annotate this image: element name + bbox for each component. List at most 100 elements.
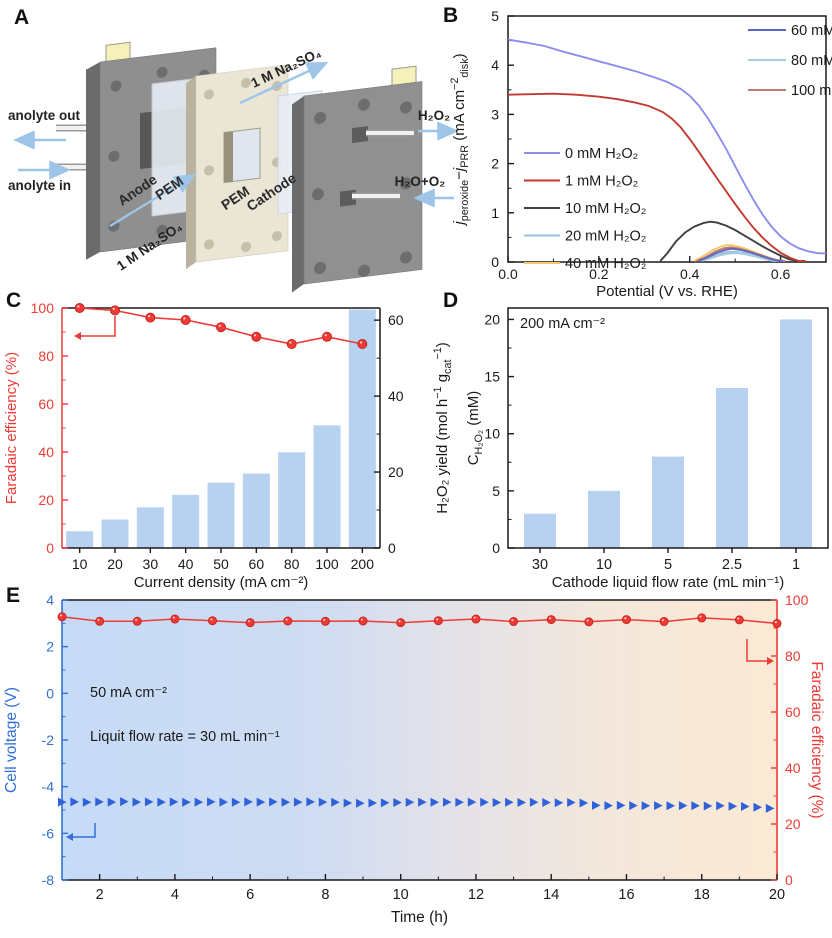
svg-text:200 mA cm⁻²: 200 mA cm⁻² bbox=[520, 316, 605, 332]
svg-text:4: 4 bbox=[171, 887, 179, 903]
svg-text:40: 40 bbox=[38, 444, 54, 460]
svg-text:0: 0 bbox=[492, 540, 500, 556]
svg-text:80: 80 bbox=[785, 648, 801, 664]
cathode-tubes bbox=[352, 129, 414, 200]
svg-text:15: 15 bbox=[484, 369, 500, 385]
faradaic-efficiency-line bbox=[74, 303, 368, 349]
cell-voltage-series bbox=[58, 797, 775, 813]
svg-text:8: 8 bbox=[321, 887, 329, 903]
svg-text:200: 200 bbox=[351, 556, 375, 572]
svg-text:0: 0 bbox=[491, 254, 499, 270]
svg-text:50: 50 bbox=[213, 556, 229, 572]
svg-text:5: 5 bbox=[664, 557, 672, 573]
svg-text:3: 3 bbox=[491, 106, 499, 122]
svg-text:-8: -8 bbox=[42, 872, 55, 888]
svg-text:0: 0 bbox=[388, 540, 396, 556]
svg-text:0: 0 bbox=[785, 872, 793, 888]
na2so4-bottom-arrow bbox=[109, 173, 197, 228]
panel-label-d: D bbox=[443, 289, 459, 312]
panel-b-chart: 0 1 2 3 4 5 0.0 0.2 0.4 0.6 Potential (V vs. RHE) j… bbox=[449, 8, 832, 300]
svg-text:Potential (V vs. RHE): Potential (V vs. RHE) bbox=[596, 283, 738, 300]
svg-text:30: 30 bbox=[143, 556, 159, 572]
left-axis-pointer-arrow bbox=[66, 823, 96, 841]
svg-text:10: 10 bbox=[72, 556, 88, 572]
svg-text:-2: -2 bbox=[42, 732, 55, 748]
panel-d-chart: 0 5 10 15 20 30 10 5 2.5 1 Cathode liquid flow rat… bbox=[465, 307, 829, 591]
svg-text:60: 60 bbox=[785, 704, 801, 720]
svg-text:20: 20 bbox=[38, 492, 54, 508]
panel-label-b: B bbox=[443, 4, 459, 27]
left-axis-pointer-arrow bbox=[74, 316, 116, 340]
svg-text:0.4: 0.4 bbox=[680, 266, 700, 282]
svg-text:CH₂O₂ (mM): CH₂O₂ (mM) bbox=[465, 391, 485, 466]
svg-text:1: 1 bbox=[491, 205, 499, 221]
svg-text:100: 100 bbox=[31, 300, 55, 316]
panel-a-flow-cell-diagram: anolyte out anolyte in 1 M Na₂SO₄ 1 M Na… bbox=[8, 41, 459, 293]
h2o-o2-label: H₂O+O₂ bbox=[395, 174, 446, 189]
svg-text:20: 20 bbox=[107, 556, 123, 572]
svg-text:30: 30 bbox=[532, 557, 548, 573]
svg-text:Cathode liquid flow rate (mL m: Cathode liquid flow rate (mL min⁻¹) bbox=[552, 574, 784, 591]
svg-text:2: 2 bbox=[491, 156, 499, 172]
svg-text:18: 18 bbox=[694, 887, 710, 903]
svg-text:6: 6 bbox=[246, 887, 254, 903]
svg-text:1: 1 bbox=[792, 557, 800, 573]
svg-text:Current density (mA cm⁻²): Current density (mA cm⁻²) bbox=[134, 574, 309, 591]
svg-text:2: 2 bbox=[46, 639, 54, 655]
svg-text:10: 10 bbox=[393, 887, 409, 903]
svg-text:80 mM H₂O₂: 80 mM H₂O₂ bbox=[791, 53, 832, 69]
outlet-port bbox=[352, 126, 368, 144]
panel-label-c: C bbox=[6, 289, 22, 312]
plot-d: 0 5 10 15 20 30 10 5 2.5 1 Cathode liquid flow rat… bbox=[465, 307, 829, 591]
svg-text:20: 20 bbox=[769, 887, 785, 903]
faradaic-efficiency-series bbox=[57, 612, 782, 629]
svg-text:80: 80 bbox=[284, 556, 300, 572]
right-axis-pointer-arrow bbox=[746, 639, 774, 665]
svg-text:10: 10 bbox=[596, 557, 612, 573]
svg-text:60: 60 bbox=[38, 396, 54, 412]
svg-text:40: 40 bbox=[785, 760, 801, 776]
svg-text:5: 5 bbox=[491, 8, 499, 24]
svg-text:80: 80 bbox=[38, 348, 54, 364]
svg-text:2: 2 bbox=[96, 887, 104, 903]
svg-text:Faradaic efficiency (%): Faradaic efficiency (%) bbox=[3, 352, 20, 504]
anolyte-out-label: anolyte out bbox=[8, 108, 81, 123]
svg-text:0.0: 0.0 bbox=[498, 266, 518, 282]
svg-text:40: 40 bbox=[388, 388, 404, 404]
svg-text:40 mM H₂O₂: 40 mM H₂O₂ bbox=[565, 256, 646, 272]
svg-text:Liquit flow rate = 30 mL min⁻¹: Liquit flow rate = 30 mL min⁻¹ bbox=[90, 729, 280, 745]
plot-b: 0 1 2 3 4 5 0.0 0.2 0.4 0.6 Potential (V vs. RHE) j… bbox=[449, 8, 832, 300]
plot-c: 0 20 40 60 80 100 0 20 40 60 10 20 30 40 50 60 80 100 200 C… bbox=[3, 300, 454, 591]
svg-text:Cell voltage (V): Cell voltage (V) bbox=[3, 687, 20, 793]
svg-text:0.2: 0.2 bbox=[589, 266, 609, 282]
panel-label-e: E bbox=[6, 584, 21, 607]
svg-text:100: 100 bbox=[315, 556, 339, 572]
svg-text:0.6: 0.6 bbox=[771, 266, 791, 282]
svg-text:Time (h): Time (h) bbox=[391, 909, 448, 926]
svg-text:10 mM H₂O₂: 10 mM H₂O₂ bbox=[565, 201, 646, 217]
svg-text:100: 100 bbox=[785, 592, 809, 608]
svg-text:12: 12 bbox=[468, 887, 484, 903]
svg-text:5: 5 bbox=[492, 483, 500, 499]
middle-plate bbox=[186, 64, 289, 270]
svg-text:50 mA cm⁻²: 50 mA cm⁻² bbox=[90, 685, 167, 701]
panel-label-a: A bbox=[14, 6, 30, 29]
anolyte-in-label: anolyte in bbox=[8, 178, 71, 193]
svg-text:0 mM H₂O₂: 0 mM H₂O₂ bbox=[565, 146, 638, 162]
svg-text:2.5: 2.5 bbox=[722, 557, 742, 573]
svg-text:1 mM H₂O₂: 1 mM H₂O₂ bbox=[565, 174, 638, 190]
na2so4-top-arrow bbox=[239, 61, 329, 105]
svg-text:jperoxide−jPRR (mA cm−2disk): jperoxide−jPRR (mA cm−2disk) bbox=[449, 53, 471, 226]
svg-text:40: 40 bbox=[178, 556, 194, 572]
svg-text:H₂O₂ yield (mol h−1 gcat−1): H₂O₂ yield (mol h−1 gcat−1) bbox=[432, 342, 454, 514]
svg-text:4: 4 bbox=[491, 57, 499, 73]
concentration-bars bbox=[524, 319, 812, 548]
svg-text:20: 20 bbox=[785, 816, 801, 832]
svg-text:0: 0 bbox=[46, 685, 54, 701]
svg-text:Faradaic efficiency (%): Faradaic efficiency (%) bbox=[808, 661, 825, 818]
svg-text:20 mM H₂O₂: 20 mM H₂O₂ bbox=[565, 229, 646, 245]
svg-text:-4: -4 bbox=[42, 779, 55, 795]
